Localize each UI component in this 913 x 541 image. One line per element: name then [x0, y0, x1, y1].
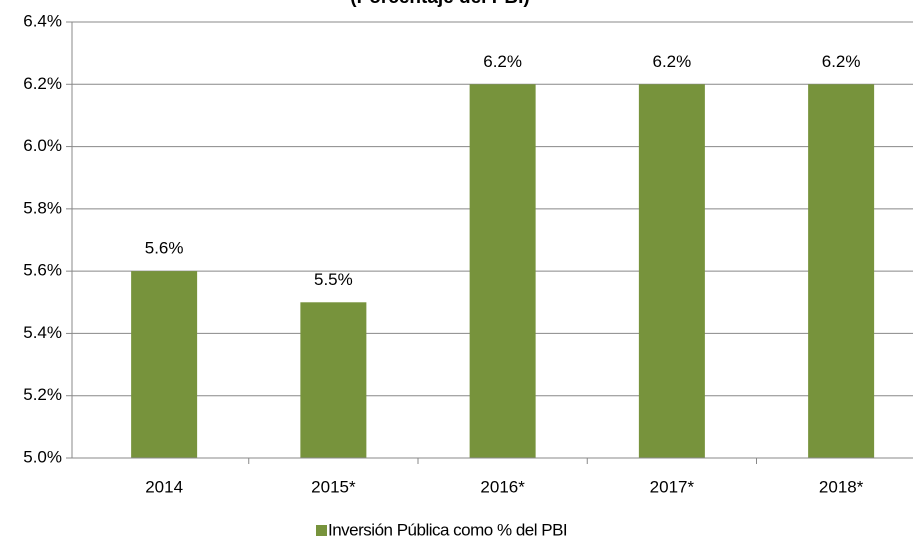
y-tick-label: 6.2% — [23, 74, 62, 93]
chart-title: (Porcentaje del PBI) — [350, 0, 530, 8]
bar — [300, 302, 367, 458]
value-label: 5.5% — [314, 270, 353, 289]
legend-swatch — [316, 525, 327, 536]
x-tick-label: 2015* — [311, 477, 356, 496]
bar — [131, 271, 198, 458]
y-tick-label: 5.8% — [23, 198, 62, 217]
value-label: 6.2% — [822, 52, 861, 71]
bar — [808, 84, 875, 459]
y-tick-label: 6.4% — [23, 11, 62, 30]
y-tick-label: 5.4% — [23, 323, 62, 342]
y-tick-label: 5.6% — [23, 261, 62, 280]
x-tick-label: 2014 — [145, 477, 183, 496]
bar — [469, 84, 536, 459]
value-label: 6.2% — [483, 52, 522, 71]
legend-label: Inversión Pública como % del PBI — [328, 520, 567, 539]
x-tick-label: 2017* — [650, 477, 695, 496]
value-label: 5.6% — [145, 239, 184, 258]
x-tick-label: 2016* — [480, 477, 525, 496]
bar — [638, 84, 705, 459]
y-tick-label: 6.0% — [23, 136, 62, 155]
y-tick-label: 5.2% — [23, 385, 62, 404]
value-label: 6.2% — [653, 52, 692, 71]
y-tick-label: 5.0% — [23, 447, 62, 466]
x-tick-label: 2018* — [819, 477, 864, 496]
